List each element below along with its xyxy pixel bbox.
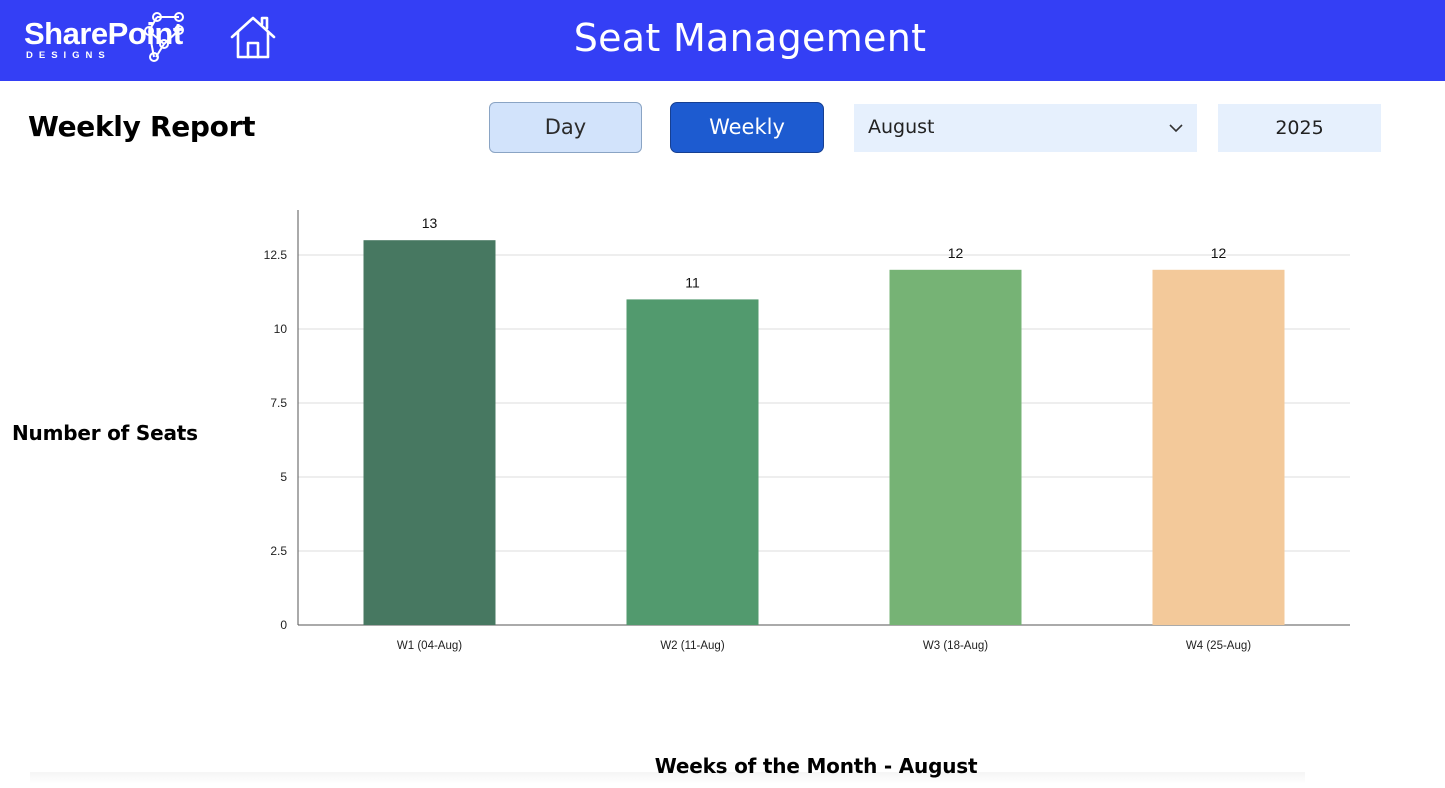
bar-data-label: 11 <box>685 274 700 290</box>
y-tick-label: 2.5 <box>270 544 287 558</box>
bar-data-label: 13 <box>422 215 438 231</box>
y-tick-label: 12.5 <box>264 248 288 262</box>
y-tick-label: 0 <box>280 618 287 632</box>
y-tick-label: 5 <box>280 470 287 484</box>
bar <box>626 299 759 625</box>
home-button[interactable] <box>229 15 277 61</box>
app-header: SharePoint DESIGNS Seat Management <box>0 0 1445 81</box>
bar <box>1152 269 1285 625</box>
home-icon <box>230 16 276 59</box>
day-view-button[interactable]: Day <box>489 102 642 153</box>
logo-subtitle: DESIGNS <box>26 50 111 61</box>
y-axis-title: Number of Seats <box>12 421 198 445</box>
x-tick-label: W1 (04-Aug) <box>397 640 462 652</box>
bottom-divider <box>30 772 1305 784</box>
bar-data-label: 12 <box>948 245 964 261</box>
app-title: Seat Management <box>573 16 927 60</box>
y-tick-label: 10 <box>274 322 288 336</box>
bar-data-label: 12 <box>1211 245 1227 261</box>
x-tick-label: W2 (11-Aug) <box>660 640 725 652</box>
logo-network-icon <box>144 12 184 62</box>
chevron-down-icon <box>1169 124 1183 133</box>
bar <box>363 240 496 625</box>
sharepoint-designs-logo: SharePoint DESIGNS <box>24 10 194 66</box>
x-tick-label: W4 (25-Aug) <box>1186 640 1251 652</box>
weekly-view-button[interactable]: Weekly <box>670 102 824 153</box>
year-input[interactable]: 2025 <box>1218 104 1381 152</box>
bar <box>889 269 1022 625</box>
y-tick-label: 7.5 <box>270 396 287 410</box>
month-dropdown[interactable]: August <box>854 104 1197 152</box>
x-tick-label: W3 (18-Aug) <box>923 640 988 652</box>
month-dropdown-value: August <box>868 116 935 138</box>
x-axis-title: Weeks of the Month - August <box>654 754 978 778</box>
report-title: Weekly Report <box>28 110 256 143</box>
